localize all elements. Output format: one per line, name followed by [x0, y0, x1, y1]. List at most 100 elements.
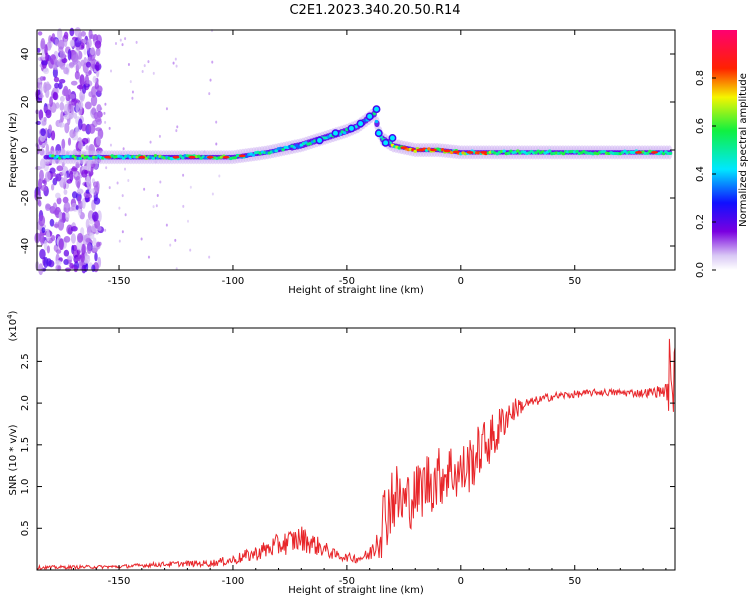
spectrogram-cell — [124, 213, 127, 217]
spectrogram-cell — [73, 112, 78, 119]
spectrogram-cell — [515, 149, 520, 153]
spectrogram-cell — [63, 235, 71, 243]
spectrogram-cell — [105, 166, 108, 170]
spectrogram-cell — [119, 38, 122, 42]
spectrogram-cell — [175, 129, 178, 133]
spectrogram-y-ticks: -40 -20 0 20 40 — [20, 48, 675, 254]
spectrogram-cell — [89, 34, 95, 39]
spectrogram-cell — [135, 40, 138, 44]
spectrogram-cell — [35, 120, 42, 125]
spectrogram-peak — [429, 148, 437, 152]
spectrogram-cell — [121, 230, 124, 234]
spectrogram-cell — [81, 169, 88, 178]
spectrogram-cell — [39, 169, 44, 182]
y-tick-label: 0.5 — [20, 520, 31, 536]
spectrogram-marks — [34, 27, 673, 276]
spectrogram-cell — [40, 184, 48, 192]
spectrogram-cell — [71, 54, 79, 65]
spectrogram-cell — [74, 27, 82, 37]
spectrogram-cell — [78, 140, 84, 151]
spectrogram-cell — [85, 61, 91, 68]
spectrogram-cell — [297, 145, 301, 149]
spectrogram-cell — [38, 214, 46, 227]
spectrogram-cell — [69, 93, 76, 99]
spectrogram-blob — [374, 129, 383, 138]
spectrogram-cell — [211, 60, 214, 64]
y-tick-label: 1.0 — [20, 479, 31, 495]
spectrogram-cell — [56, 165, 64, 172]
snr-frame — [36, 327, 676, 571]
y-tick-label: -40 — [20, 238, 31, 254]
spectrogram-cell — [174, 57, 177, 61]
colorbar-tick-label: 0.2 — [695, 214, 706, 230]
spectrogram-cell — [152, 205, 155, 209]
spectrogram-cell — [66, 224, 73, 235]
spectrogram-cell — [92, 181, 99, 188]
colorbar-ticks: 0.0 0.2 0.4 0.6 0.8 — [695, 70, 716, 278]
spectrogram-cell — [155, 204, 158, 208]
spectrogram-cell — [55, 192, 61, 199]
spectrogram-cell — [44, 171, 51, 182]
spectrogram-cell — [67, 48, 72, 61]
spectrogram-cell — [90, 94, 98, 107]
spectrogram-y-axis-label: Frequency (Hz) — [8, 112, 19, 188]
spectrogram-cell — [88, 188, 95, 194]
spectrogram-cell — [104, 228, 107, 232]
spectrogram-cell — [59, 101, 65, 112]
spectrogram-cell — [68, 100, 72, 110]
spectrogram-cell — [81, 243, 87, 255]
spectrogram-cell — [108, 186, 111, 190]
spectrogram-cell — [281, 148, 285, 152]
spectrogram-cell — [668, 151, 673, 155]
spectrogram-cell — [172, 61, 175, 65]
spectrogram-cell — [86, 79, 90, 84]
spectrogram-cell — [63, 189, 68, 195]
spectrogram-cell — [75, 205, 79, 210]
spectrogram-cell — [70, 225, 78, 232]
spectrogram-cell — [169, 243, 172, 247]
spectrogram-cell — [54, 38, 59, 47]
spectrogram-cell — [61, 88, 69, 97]
spectrogram-cell — [53, 223, 59, 228]
spectrogram-cell — [69, 129, 76, 139]
spectrogram-peak — [635, 151, 643, 154]
spectrogram-cell — [118, 206, 121, 210]
spectrogram-cell — [97, 210, 102, 223]
spectrogram-cell — [70, 233, 76, 244]
spectrogram-cell — [104, 102, 107, 106]
spectrogram-peak — [222, 155, 230, 159]
spectrogram-blob — [347, 124, 356, 133]
spectrogram-cell — [122, 147, 125, 151]
spectrogram-cell — [80, 31, 86, 37]
spectrogram-cell — [80, 252, 85, 263]
spectrogram-cell — [54, 82, 60, 89]
spectrogram-cell — [97, 226, 102, 232]
x-tick-label: -50 — [339, 576, 355, 587]
colorbar-tick-label: 0.8 — [695, 70, 706, 86]
snr-panel: -150 -100 -50 0 50 0.5 1.0 1.5 2.0 2.5 Height of… — [6, 310, 676, 596]
spectrogram-cell — [547, 149, 552, 153]
spectrogram-cell — [147, 60, 150, 64]
spectrogram-cell — [143, 187, 146, 191]
spectrogram-cell — [151, 156, 156, 160]
spectrogram-cell — [59, 95, 65, 102]
spectrogram-cell — [209, 78, 212, 82]
spectrogram-cell — [182, 173, 185, 177]
spectrogram-peak — [400, 146, 408, 150]
spectrogram-cell — [208, 92, 211, 96]
spectrogram-cell — [53, 209, 60, 215]
spectrogram-cell — [86, 175, 91, 188]
spectrogram-cell — [159, 180, 162, 184]
spectrogram-cell — [78, 118, 83, 131]
spectrogram-cell — [94, 252, 98, 262]
spectrogram-cell — [127, 178, 130, 182]
spectrogram-cell — [78, 101, 84, 110]
spectrogram-cell — [83, 48, 87, 55]
spectrogram-cell — [95, 135, 102, 146]
spectrogram-peak — [138, 155, 146, 159]
spectrogram-cell — [57, 82, 63, 90]
spectrogram-cell — [413, 149, 418, 153]
spectrogram-cell — [65, 211, 70, 221]
spectrogram-cell — [63, 114, 70, 120]
spectrogram-peak — [480, 151, 488, 154]
